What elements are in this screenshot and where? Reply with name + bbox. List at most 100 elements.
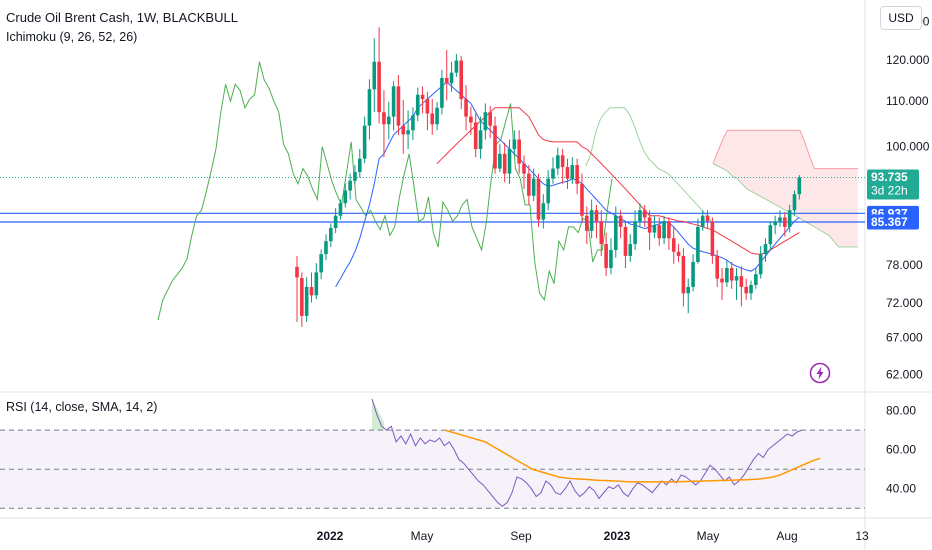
price-tick-label: 72.000 bbox=[886, 296, 923, 310]
candle-body bbox=[314, 272, 319, 296]
candle-body bbox=[362, 125, 367, 159]
rsi-ma-line bbox=[444, 429, 821, 483]
candle-body bbox=[483, 112, 488, 131]
candle-body bbox=[613, 215, 618, 250]
candle-body bbox=[749, 284, 753, 294]
currency-button[interactable]: USD bbox=[880, 6, 922, 30]
candle-body bbox=[797, 177, 802, 195]
price-label-box bbox=[867, 169, 919, 200]
candle-body bbox=[541, 203, 546, 220]
candle-body bbox=[401, 125, 406, 135]
candle-body bbox=[551, 168, 555, 179]
candle-body bbox=[585, 215, 589, 231]
candle-body bbox=[454, 60, 459, 73]
candle-body bbox=[758, 254, 763, 275]
time-tick-label: Sep bbox=[510, 529, 532, 543]
kijun-sen bbox=[436, 107, 800, 255]
candle-body bbox=[473, 122, 478, 150]
candle-body bbox=[599, 221, 604, 245]
candle-body bbox=[594, 210, 599, 222]
candle-body bbox=[671, 238, 676, 252]
candle-body bbox=[386, 116, 391, 125]
rsi-line bbox=[371, 398, 803, 507]
candle-body bbox=[507, 149, 512, 174]
candle-body bbox=[348, 180, 352, 191]
candle-body bbox=[406, 130, 410, 135]
price-tick-label: 78.000 bbox=[886, 258, 923, 272]
candle-body bbox=[338, 203, 343, 216]
senkou-span-b bbox=[712, 129, 858, 170]
candle-body bbox=[580, 183, 584, 216]
rsi-tick-label: 40.00 bbox=[886, 482, 916, 496]
rsi-tick-label: 80.00 bbox=[886, 404, 916, 418]
candle-body bbox=[638, 210, 642, 222]
candle-body bbox=[444, 77, 449, 84]
candle-body bbox=[647, 217, 652, 233]
candle-body bbox=[570, 165, 575, 179]
candle-body bbox=[773, 221, 777, 226]
candle-body bbox=[333, 215, 338, 229]
candle-body bbox=[696, 226, 700, 262]
candle-body bbox=[565, 167, 570, 179]
time-tick-label: 2022 bbox=[317, 529, 344, 543]
flash-icon[interactable] bbox=[809, 362, 831, 384]
candle-body bbox=[792, 194, 797, 211]
candle-body bbox=[662, 221, 666, 239]
candle-body bbox=[734, 276, 739, 281]
time-tick-label: May bbox=[411, 529, 434, 543]
candle-body bbox=[295, 266, 299, 278]
candle-body bbox=[710, 221, 715, 256]
candle-body bbox=[560, 155, 565, 168]
candle-body bbox=[353, 172, 357, 181]
price-tick-label: 62.000 bbox=[886, 367, 923, 381]
candle-body bbox=[391, 86, 396, 117]
candle-body bbox=[343, 190, 348, 204]
candle-body bbox=[319, 254, 323, 273]
price-tick-label: 67.000 bbox=[886, 330, 923, 344]
candle-body bbox=[700, 215, 705, 227]
candle-body bbox=[449, 72, 454, 84]
chikou-span bbox=[157, 61, 613, 321]
candle-body bbox=[488, 112, 492, 126]
candle-body bbox=[783, 217, 787, 227]
candle-body bbox=[324, 241, 328, 255]
candle-body bbox=[546, 178, 550, 204]
candle-body bbox=[652, 225, 657, 233]
candle-body bbox=[517, 139, 521, 164]
candle-body bbox=[642, 210, 647, 218]
candle-body bbox=[657, 225, 662, 239]
candle-body bbox=[768, 225, 773, 245]
candle-body bbox=[329, 228, 333, 242]
candle-body bbox=[367, 89, 372, 126]
candle-body bbox=[556, 155, 560, 169]
candle-body bbox=[628, 244, 633, 256]
time-tick-label: 2023 bbox=[604, 529, 631, 543]
time-tick-label: 13 bbox=[855, 529, 869, 543]
candle-body bbox=[377, 61, 381, 113]
candle-body bbox=[498, 153, 502, 169]
candle-body bbox=[425, 99, 430, 114]
senkou-span-a-history bbox=[585, 107, 712, 222]
price-tick-label: 100.000 bbox=[886, 140, 930, 154]
candle-body bbox=[435, 107, 439, 125]
candle-body bbox=[720, 278, 724, 283]
candle-body bbox=[493, 125, 497, 169]
price-label: 93.735 bbox=[871, 170, 908, 184]
rsi-overbought-fill bbox=[372, 398, 384, 431]
candle-body bbox=[667, 221, 671, 239]
candle-body bbox=[589, 210, 594, 231]
candle-body bbox=[527, 173, 531, 196]
candle-body bbox=[633, 221, 637, 245]
candle-body bbox=[469, 116, 473, 123]
candle-body bbox=[411, 115, 415, 131]
candle-body bbox=[691, 261, 695, 287]
candle-body bbox=[396, 86, 401, 126]
candle-body bbox=[531, 178, 536, 196]
ichimoku-cloud bbox=[713, 130, 858, 248]
candle-body bbox=[778, 217, 782, 222]
candle-body bbox=[609, 249, 613, 269]
candle-body bbox=[729, 268, 734, 281]
candle-body bbox=[536, 178, 541, 220]
candle-body bbox=[420, 94, 425, 100]
